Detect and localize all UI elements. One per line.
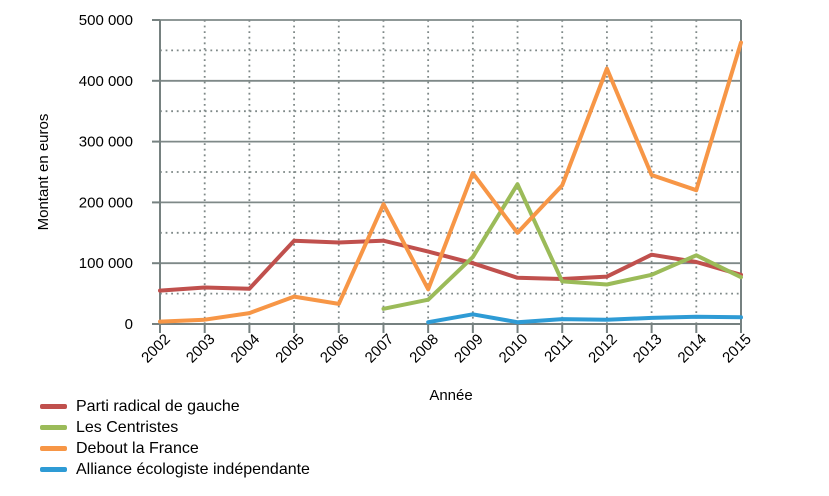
legend-label: Les Centristes bbox=[76, 418, 179, 436]
y-tick-labels: 0 100 000 200 000 300 000 400 000 500 000 bbox=[79, 12, 133, 333]
gridlines bbox=[160, 19, 741, 324]
legend-item-parti-radical-de-gauche: Parti radical de gauche bbox=[40, 396, 310, 417]
legend-swatch-debout-la-france bbox=[40, 446, 67, 451]
x-tick-label: 2004 bbox=[228, 331, 264, 367]
y-tick-label: 400 000 bbox=[79, 73, 133, 90]
x-tick-label: 2005 bbox=[272, 331, 308, 367]
legend-item-debout-la-france: Debout la France bbox=[40, 438, 310, 459]
y-axis-title: Montant en euros bbox=[35, 114, 52, 231]
x-tick-label: 2012 bbox=[585, 331, 621, 367]
legend-item-alliance-ecologiste-independante: Alliance écologiste indépendante bbox=[40, 459, 310, 480]
x-tick-label: 2002 bbox=[138, 331, 174, 367]
legend-swatch-parti-radical-de-gauche bbox=[40, 404, 67, 409]
x-tick-label: 2011 bbox=[541, 331, 576, 366]
legend-label: Debout la France bbox=[76, 439, 199, 457]
series-line-parti-radical-de-gauche bbox=[158, 238, 743, 293]
x-tick-label: 2003 bbox=[183, 331, 219, 367]
y-tick-label: 200 000 bbox=[79, 194, 133, 211]
y-tick-label: 0 bbox=[125, 316, 133, 333]
legend-item-les-centristes: Les Centristes bbox=[40, 417, 310, 438]
y-tick-label: 100 000 bbox=[79, 255, 133, 272]
x-tick-labels: 2002 2003 2004 2005 2006 2007 2008 2009 2010 2011… bbox=[138, 331, 755, 367]
x-tick-label: 2007 bbox=[362, 331, 398, 367]
series-line-alliance-cologiste-ind-pendante bbox=[426, 312, 743, 325]
x-tick-label: 2008 bbox=[406, 331, 442, 367]
legend-label: Alliance écologiste indépendante bbox=[76, 460, 310, 478]
y-tick-label: 300 000 bbox=[79, 134, 133, 151]
x-tick-label: 2014 bbox=[675, 331, 711, 367]
x-tick-label: 2013 bbox=[630, 331, 666, 367]
x-tick-label: 2009 bbox=[451, 331, 487, 367]
series-line-les-centristes bbox=[381, 182, 743, 311]
legend: Parti radical de gauche Les Centristes D… bbox=[40, 396, 310, 480]
legend-swatch-les-centristes bbox=[40, 425, 67, 430]
legend-label: Parti radical de gauche bbox=[76, 397, 240, 415]
x-tick-label: 2015 bbox=[719, 331, 755, 367]
x-tick-label: 2006 bbox=[317, 331, 353, 367]
legend-swatch-alliance-ecologiste-independante bbox=[40, 467, 67, 472]
y-tick-label: 500 000 bbox=[79, 12, 133, 29]
x-tick-label: 2010 bbox=[496, 331, 532, 367]
series-line-debout-la-france bbox=[158, 40, 743, 324]
x-axis-title: Année bbox=[429, 387, 472, 404]
